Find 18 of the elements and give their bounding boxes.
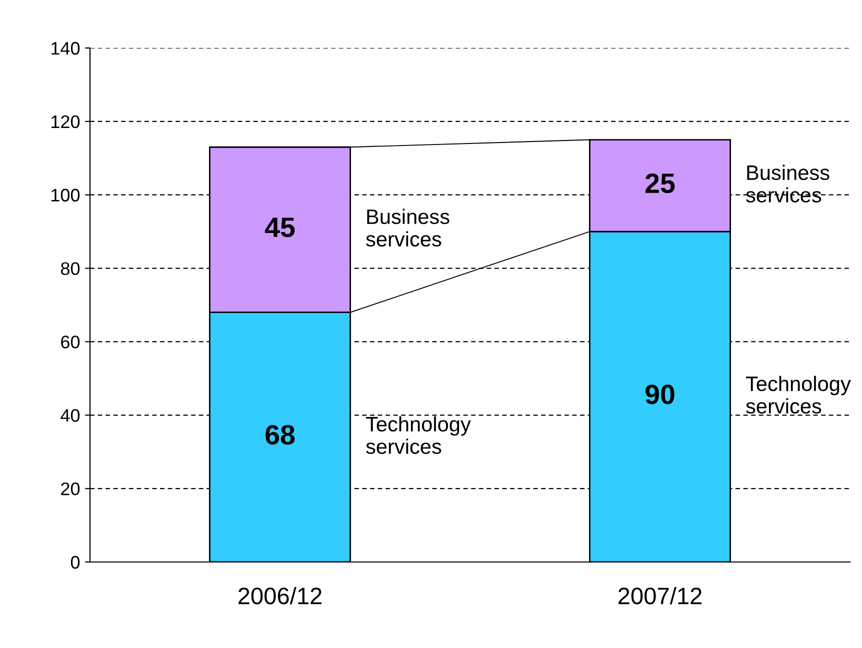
data-label: 45: [264, 218, 295, 238]
y-tick-label: 120: [52, 115, 80, 128]
y-tick-label: 100: [52, 188, 80, 202]
text: Technology services: [746, 376, 851, 414]
x-tick-label: 2006/12: [238, 587, 322, 604]
y-tick-label: 0: [70, 556, 80, 569]
data-label: 25: [646, 173, 675, 194]
y-tick-label: 140: [52, 42, 80, 55]
series-label: Technology services: [366, 416, 471, 454]
series-label: Business services: [366, 208, 450, 247]
y-tick-label: 80: [60, 262, 80, 276]
y-tick-label: 60: [61, 336, 80, 348]
y-tick-label: 40: [60, 409, 80, 422]
data-label: 90: [646, 384, 674, 404]
data-label: 68: [266, 424, 295, 445]
text: Business services: [746, 164, 830, 202]
y-tick-label: 20: [61, 482, 80, 496]
x-tick-label: 2007/12: [618, 587, 702, 604]
